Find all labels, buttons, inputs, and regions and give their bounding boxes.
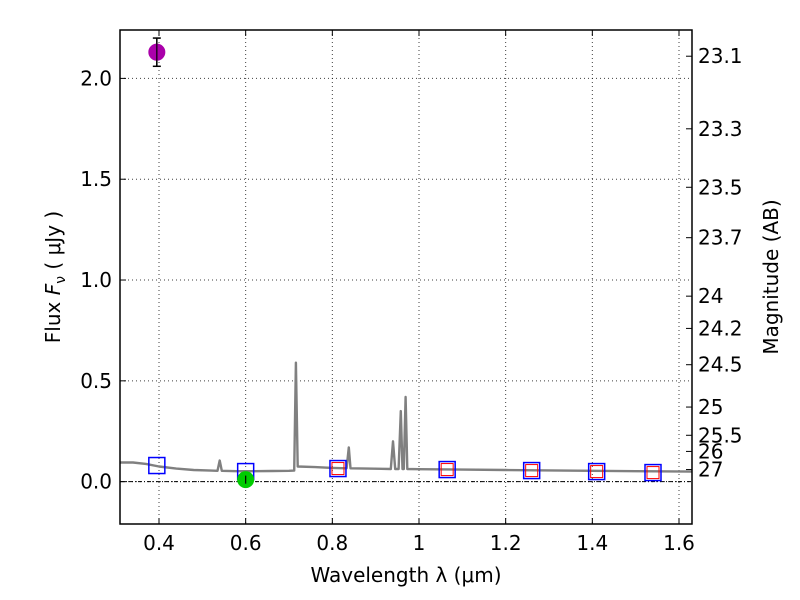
right-tick-label: 24.2 bbox=[698, 316, 743, 340]
x-tick-label: 1.2 bbox=[490, 531, 522, 555]
model-spectrum bbox=[120, 361, 693, 473]
spectrum-line bbox=[120, 361, 693, 473]
observed-upper-square bbox=[331, 462, 345, 476]
right-tick-label: 26 bbox=[698, 439, 723, 463]
y-tick-label: 0.5 bbox=[80, 369, 112, 393]
y-tick-label: 2.0 bbox=[80, 66, 112, 90]
right-tick-label: 24 bbox=[698, 284, 723, 308]
right-tick-label: 27 bbox=[698, 458, 723, 482]
right-tick-label: 23.7 bbox=[698, 226, 743, 250]
x-tick-label: 1 bbox=[413, 531, 426, 555]
observed-upper-square bbox=[646, 466, 660, 480]
right-tick-label: 23.3 bbox=[698, 117, 743, 141]
x-tick-label: 1.4 bbox=[576, 531, 608, 555]
observed-upper-square bbox=[590, 465, 604, 479]
model-photometry-square bbox=[522, 461, 541, 480]
y-tick-label: 1.0 bbox=[80, 268, 112, 292]
y-axis-label: Flux Fν ( μJy ) bbox=[41, 211, 69, 343]
model-photometry-square bbox=[587, 462, 606, 481]
y-tick-label: 1.5 bbox=[80, 167, 112, 191]
plot-frame bbox=[119, 29, 693, 525]
photometry-markers bbox=[148, 37, 662, 489]
y-tick-label: 0.0 bbox=[80, 470, 112, 494]
observed-upper-square bbox=[440, 463, 454, 477]
right-tick-label: 23.1 bbox=[698, 44, 743, 68]
right-tick-label: 25.5 bbox=[698, 423, 743, 447]
model-photometry-square bbox=[644, 463, 662, 482]
right-axis-label: Magnitude (AB) bbox=[759, 199, 783, 354]
right-tick-label: 23.5 bbox=[698, 175, 743, 199]
x-tick-label: 0.6 bbox=[230, 531, 262, 555]
right-tick-label: 24.5 bbox=[698, 353, 743, 377]
x-tick-label: 0.8 bbox=[316, 531, 348, 555]
x-tick-label: 1.6 bbox=[663, 531, 695, 555]
x-axis-label: Wavelength λ (μm) bbox=[310, 563, 501, 587]
x-tick-label: 0.4 bbox=[143, 531, 175, 555]
model-photometry-square bbox=[329, 459, 347, 478]
model-photometry-square bbox=[438, 460, 456, 479]
model-photometry-square bbox=[148, 456, 166, 475]
observed-upper-square bbox=[525, 464, 539, 478]
axis-ticks: 0.4 0.6 0.8 1 1.2 1.4 1.6 0.0 0.5 1.0 1.5 2.0 23.1 23… bbox=[80, 30, 743, 555]
grid-lines bbox=[120, 30, 692, 524]
right-tick-label: 25 bbox=[698, 395, 723, 419]
